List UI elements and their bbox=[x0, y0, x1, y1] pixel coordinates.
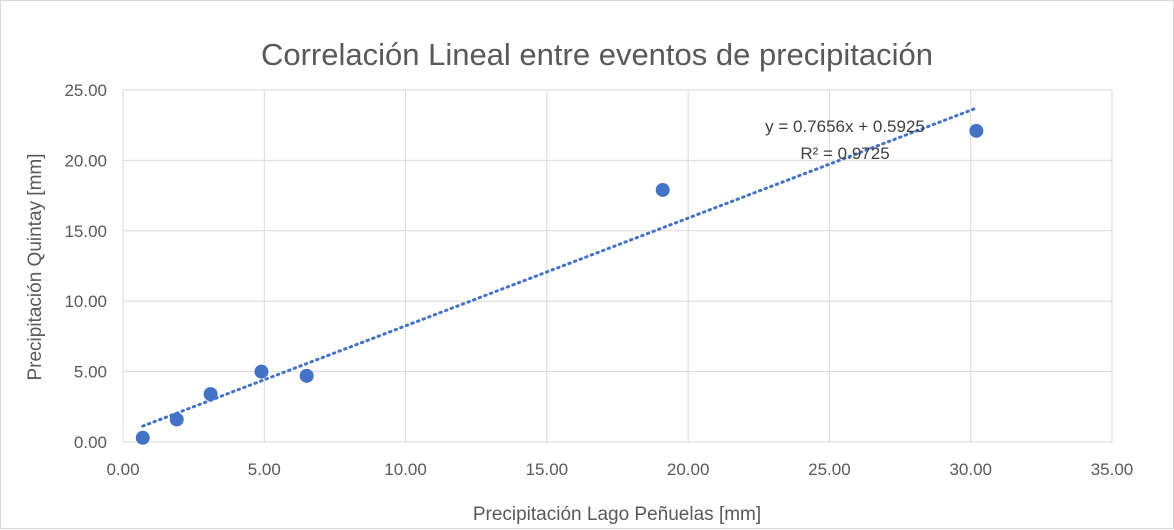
x-tick-label: 5.00 bbox=[248, 460, 281, 479]
x-tick-label: 30.00 bbox=[949, 460, 992, 479]
data-point bbox=[135, 430, 150, 445]
x-tick-label: 20.00 bbox=[667, 460, 710, 479]
y-tick-label: 20.00 bbox=[64, 151, 107, 170]
x-tick-label: 15.00 bbox=[526, 460, 569, 479]
y-tick-label: 15.00 bbox=[64, 222, 107, 241]
gridlines bbox=[122, 89, 1113, 443]
x-tick-label: 0.00 bbox=[106, 460, 139, 479]
data-points bbox=[135, 123, 984, 445]
axes: 0.00 5.00 10.00 15.00 20.00 25.00 30.00 35.00 0.… bbox=[64, 81, 1133, 479]
data-point bbox=[655, 182, 670, 197]
y-axis-title: Precipitación Quintay [mm] bbox=[25, 153, 46, 380]
trendline bbox=[141, 106, 978, 428]
y-tick-label: 5.00 bbox=[74, 363, 107, 382]
y-tick-label: 25.00 bbox=[64, 81, 107, 100]
data-point bbox=[254, 364, 269, 379]
data-point bbox=[203, 387, 218, 402]
chart-title: Correlación Lineal entre eventos de prec… bbox=[261, 37, 933, 72]
data-point bbox=[969, 123, 984, 138]
trendline-layer bbox=[141, 106, 978, 428]
y-tick-label: 10.00 bbox=[64, 292, 107, 311]
data-point bbox=[299, 368, 314, 383]
x-tick-label: 10.00 bbox=[384, 460, 427, 479]
y-tick-label: 0.00 bbox=[74, 433, 107, 452]
x-tick-label: 35.00 bbox=[1091, 460, 1134, 479]
trendline-equation: y = 0.7656x + 0.5925 bbox=[765, 117, 925, 136]
x-axis-title: Precipitación Lago Peñuelas [mm] bbox=[473, 504, 761, 525]
trendline-r-squared: R² = 0.9725 bbox=[800, 144, 889, 163]
x-tick-label: 25.00 bbox=[808, 460, 851, 479]
data-point bbox=[169, 412, 184, 427]
